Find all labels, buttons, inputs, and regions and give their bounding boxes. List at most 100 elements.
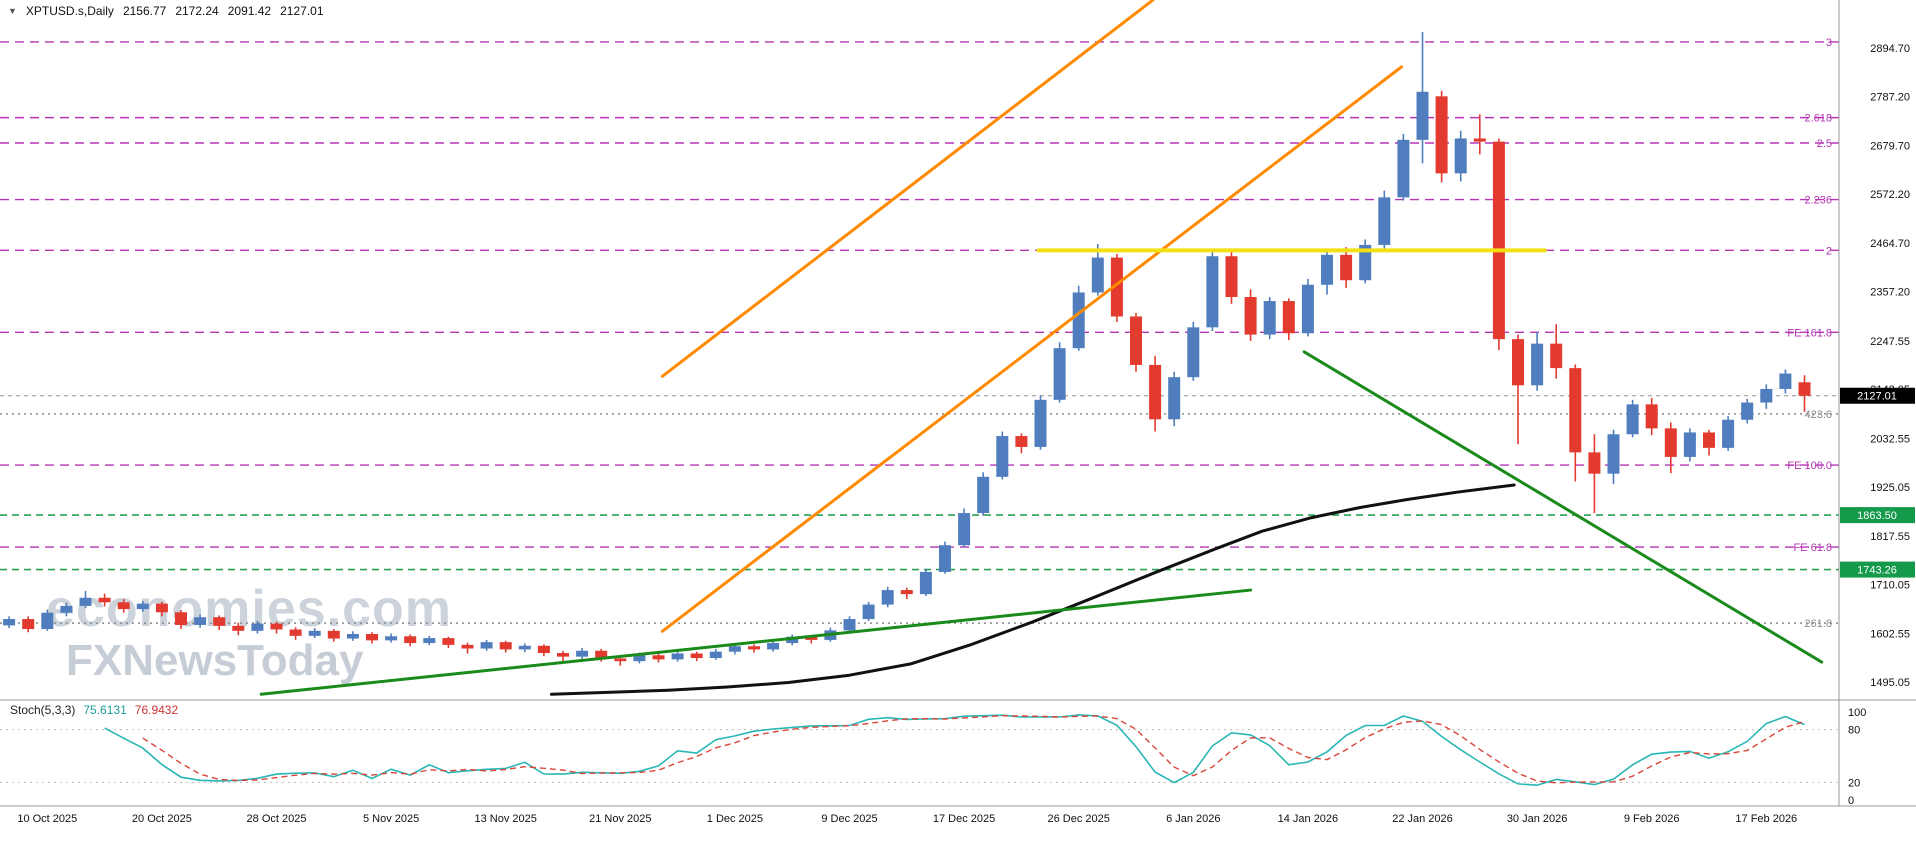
symbol-info-bar: ▼ XPTUSD.s,Daily 2156.77 2172.24 2091.42… <box>8 4 324 18</box>
candle-body-bull <box>194 617 207 625</box>
candle-body-bull <box>1741 402 1754 420</box>
watermark-brand: economies.com <box>46 580 453 638</box>
ascending-support-trendline[interactable] <box>259 588 1253 696</box>
ohlc-low: 2091.42 <box>227 4 272 18</box>
candle-body-bull <box>728 646 741 652</box>
date-axis-label: 9 Dec 2025 <box>821 813 877 825</box>
price-axis-label: 1925.05 <box>1870 482 1910 494</box>
current-price-tag <box>1840 387 1915 404</box>
date-axis-label: 6 Jan 2026 <box>1166 813 1220 825</box>
candle-body-bull <box>881 590 894 605</box>
stochastic-panel[interactable]: 100 80 20 0 <box>0 707 1866 807</box>
price-axis-label: 2247.55 <box>1870 336 1910 348</box>
green-level-price-tag <box>1840 507 1915 524</box>
fib-level-label: 423.6 <box>1804 409 1832 421</box>
candle-body-bull <box>1531 343 1544 386</box>
green-level-price-tag-text: 1743.26 <box>1857 565 1897 577</box>
candle-body-bull <box>308 630 321 636</box>
fib-level-label: 3 <box>1826 37 1832 49</box>
candle-body-bear <box>1492 141 1505 340</box>
candle-body-bull <box>1607 434 1620 474</box>
candle-body-bull <box>576 650 589 657</box>
fib-level-lines <box>0 41 1839 624</box>
candle-body-bear <box>1130 316 1142 365</box>
candle-body-bull <box>3 619 16 626</box>
candle-body-bear <box>1588 452 1601 474</box>
candle-body-bear <box>1340 254 1353 281</box>
candle-body-bear <box>1473 138 1486 142</box>
candle-body-bear <box>1569 368 1582 453</box>
candle-body-bear <box>690 653 703 659</box>
watermark: economies.com FXNewsToday <box>46 582 452 684</box>
date-axis-label: 21 Nov 2025 <box>589 813 651 825</box>
ohlc-open: 2156.77 <box>122 4 167 18</box>
candle-body-bull <box>1034 399 1047 447</box>
candle-body-bull <box>423 638 436 644</box>
fib-level-label: 261.8 <box>1804 618 1832 630</box>
watermark-sub-brand: FXNewsToday <box>66 636 364 686</box>
candle-body-bull <box>1416 91 1429 140</box>
candle-body-bear <box>1703 432 1715 448</box>
candle-body-bear <box>900 590 913 595</box>
channel-upper-trendline[interactable] <box>660 0 1155 378</box>
candle-body-bull <box>1760 388 1773 403</box>
candle-body-bear <box>1645 404 1658 429</box>
candle-body-bull <box>1397 139 1410 198</box>
candle-body-bear <box>595 650 608 659</box>
symbol-title: XPTUSD.s,Daily <box>25 4 114 18</box>
candle-body-bull <box>1187 327 1200 378</box>
fib-level-label: FE 161.8 <box>1787 327 1832 339</box>
ohlc-high: 2172.24 <box>175 4 219 18</box>
candle-body-bear <box>366 634 378 641</box>
candle-body-bear <box>1512 339 1524 386</box>
price-axis-label: 2032.55 <box>1870 434 1910 446</box>
candle-body-bear <box>557 653 569 657</box>
date-axis-label: 1 Dec 2025 <box>707 813 763 825</box>
stochastic-scale-label: 0 <box>1848 795 1854 807</box>
candle-body-bull <box>1321 254 1333 285</box>
date-axis-label: 9 Feb 2026 <box>1624 813 1680 825</box>
date-axis-label: 28 Oct 2025 <box>247 813 307 825</box>
candle-body-bull <box>1683 432 1696 457</box>
fib-level-label: FE 61.8 <box>1793 542 1832 554</box>
candle-body-bear <box>1435 96 1448 174</box>
channel-lower-trendline[interactable] <box>660 65 1403 633</box>
candle-body-bear <box>404 636 417 644</box>
candle-body-bull <box>996 436 1009 477</box>
stochastic-d-line <box>142 714 1805 784</box>
candle-body-bull <box>346 634 359 639</box>
candle-body-bull <box>79 597 92 606</box>
green-level-price-tag <box>1840 561 1915 578</box>
candle-body-bear <box>155 603 168 613</box>
candle-body-bear <box>499 642 512 650</box>
date-axis-label: 10 Oct 2025 <box>17 813 77 825</box>
candle-body-bull <box>1359 244 1372 281</box>
candle-body-bull <box>1053 348 1066 400</box>
stochastic-scale-label: 20 <box>1848 777 1860 789</box>
date-axis-label: 17 Feb 2026 <box>1735 813 1797 825</box>
candle-body-bull <box>1722 419 1735 448</box>
candle-body-bull <box>385 636 398 641</box>
candle-body-bull <box>633 655 646 662</box>
date-axis-label: 30 Jan 2026 <box>1507 813 1568 825</box>
candle-body-bull <box>1168 377 1181 420</box>
candle-body-bull <box>518 645 531 650</box>
green-level-price-tag-text: 1863.50 <box>1857 510 1897 522</box>
date-axis-label: 22 Jan 2026 <box>1392 813 1453 825</box>
candle-body-bear <box>213 617 226 626</box>
candle-body-bear <box>270 623 283 630</box>
stochastic-scale-label: 100 <box>1848 707 1866 719</box>
date-axis-label: 26 Dec 2025 <box>1048 813 1110 825</box>
date-axis-label: 14 Jan 2026 <box>1278 813 1339 825</box>
price-axis-label: 2572.20 <box>1870 189 1910 201</box>
candle-body-bull <box>1626 404 1639 435</box>
candle-body-bull <box>136 603 149 610</box>
candle-body-bull <box>843 619 856 631</box>
candle-body-bear <box>1244 296 1257 335</box>
price-axis-label: 2357.20 <box>1870 286 1910 298</box>
descending-support-trendline[interactable] <box>1302 350 1824 664</box>
candle-body-bear <box>1550 343 1563 369</box>
black-ma-curve[interactable] <box>550 483 1516 696</box>
